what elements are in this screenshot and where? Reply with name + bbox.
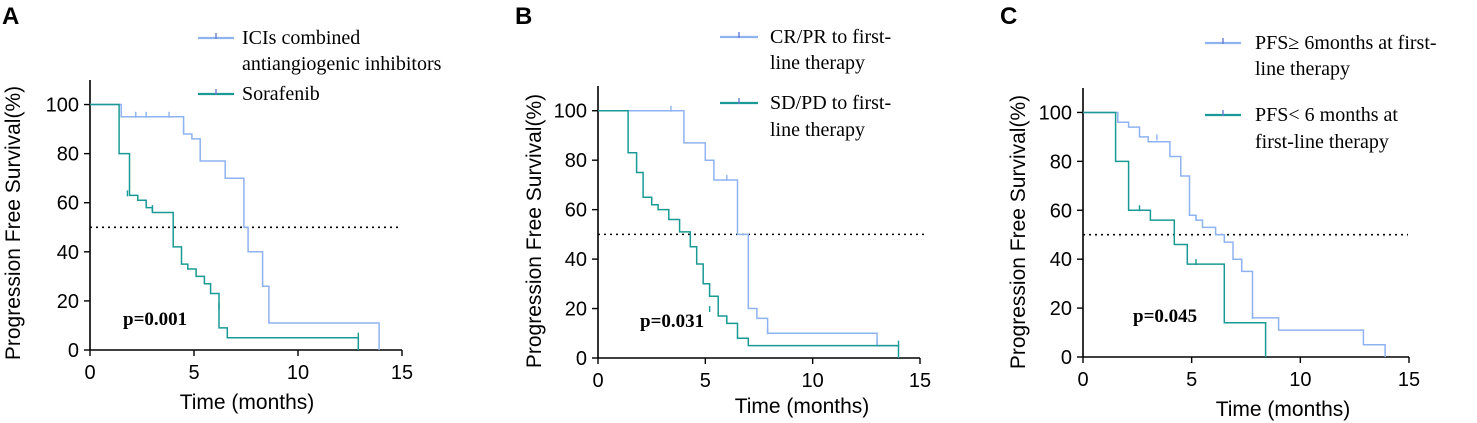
y-tick-label-b: 0 — [576, 348, 587, 370]
y-axis-title-c: Progression Free Survival(%) — [1007, 95, 1030, 369]
km-curve-b-series-1 — [598, 109, 899, 347]
x-axis-title-a: Time (months) — [180, 391, 315, 414]
x-tick-label-c: 5 — [1186, 369, 1197, 391]
panel-b: B 0 20 40 60 80 100 0 5 10 15 CR/PR to first-line … — [515, 3, 931, 418]
x-tick-label-b: 0 — [592, 370, 603, 392]
p-value-c: p=0.045 — [1133, 306, 1197, 327]
x-tick-label-b: 15 — [909, 370, 931, 392]
y-axis-title-b: Progression Free Survival(%) — [523, 94, 546, 368]
y-tick-label-a: 100 — [46, 95, 79, 117]
panel-c: C 0 20 40 60 80 100 0 5 10 15 PFS≥ 6months at firs… — [1000, 3, 1437, 421]
x-axis-title-b: Time (months) — [735, 395, 870, 418]
legend-label-b: SD/PD to first- — [770, 92, 891, 114]
x-tick-label-c: 15 — [1398, 369, 1420, 391]
y-tick-label-c: 60 — [1050, 200, 1072, 222]
y-tick-label-a: 20 — [57, 291, 79, 313]
x-tick-label-b: 10 — [802, 370, 824, 392]
y-tick-label-c: 20 — [1050, 298, 1072, 320]
y-tick-label-c: 40 — [1050, 249, 1072, 271]
panel-letter-a: A — [2, 3, 19, 30]
legend-label-c: line therapy — [1255, 58, 1350, 80]
x-tick-label-c: 10 — [1289, 369, 1311, 391]
x-tick-label-c: 0 — [1077, 369, 1088, 391]
km-curve-b-series-2 — [598, 109, 900, 358]
y-tick-label-a: 60 — [57, 193, 79, 215]
plot-area-a: 0 20 40 60 80 100 0 5 10 15 ICIs combined antiangio… — [46, 27, 442, 384]
legend-label-c: first-line therapy — [1255, 131, 1389, 153]
legend-label-c: PFS< 6 months at — [1255, 104, 1398, 126]
x-axis-title-c: Time (months) — [1216, 398, 1351, 421]
y-tick-label-a: 0 — [68, 340, 79, 362]
x-tick-label-a: 15 — [391, 362, 413, 384]
y-tick-label-b: 100 — [554, 101, 587, 123]
legend-label-b: line therapy — [770, 52, 865, 74]
legend-label-a: ICIs combined — [242, 27, 360, 49]
y-tick-label-b: 20 — [565, 299, 587, 321]
x-tick-label-a: 10 — [287, 362, 309, 384]
y-tick-label-c: 80 — [1050, 151, 1072, 173]
y-tick-label-a: 80 — [57, 144, 79, 166]
plot-area-c: 0 20 40 60 80 100 0 5 10 15 PFS≥ 6months at first-… — [1039, 32, 1437, 391]
y-axis-title-a: Progression Free Survival(%) — [2, 86, 25, 360]
panel-letter-b: B — [515, 3, 532, 30]
y-tick-label-b: 40 — [565, 249, 587, 271]
legend-label-a: antiangiogenic inhibitors — [242, 53, 442, 75]
x-tick-label-a: 5 — [188, 362, 199, 384]
legend-label-b: CR/PR to first- — [770, 26, 891, 48]
p-value-a: p=0.001 — [123, 309, 187, 330]
km-curve-c-series-1 — [1083, 111, 1386, 357]
y-tick-label-b: 60 — [565, 200, 587, 222]
p-value-b: p=0.031 — [640, 311, 704, 332]
y-tick-label-b: 80 — [565, 150, 587, 172]
legend-label-c: PFS≥ 6months at first- — [1255, 32, 1437, 54]
legend-label-b: line therapy — [770, 119, 865, 141]
plot-area-b: 0 20 40 60 80 100 0 5 10 15 CR/PR to first-line th… — [554, 26, 932, 392]
legend-label-a: Sorafenib — [242, 83, 320, 105]
y-tick-label-a: 40 — [57, 242, 79, 264]
x-tick-label-a: 0 — [84, 362, 95, 384]
panel-letter-c: C — [1000, 3, 1017, 30]
y-tick-label-c: 100 — [1039, 102, 1072, 124]
x-tick-label-b: 5 — [700, 370, 711, 392]
km-curve-a-series-1 — [90, 103, 380, 350]
panel-a: A 0 20 40 60 80 100 0 5 10 15 ICIs combined antiang… — [2, 3, 442, 414]
y-tick-label-c: 0 — [1061, 347, 1072, 369]
km-curve-c-series-2 — [1083, 111, 1267, 357]
